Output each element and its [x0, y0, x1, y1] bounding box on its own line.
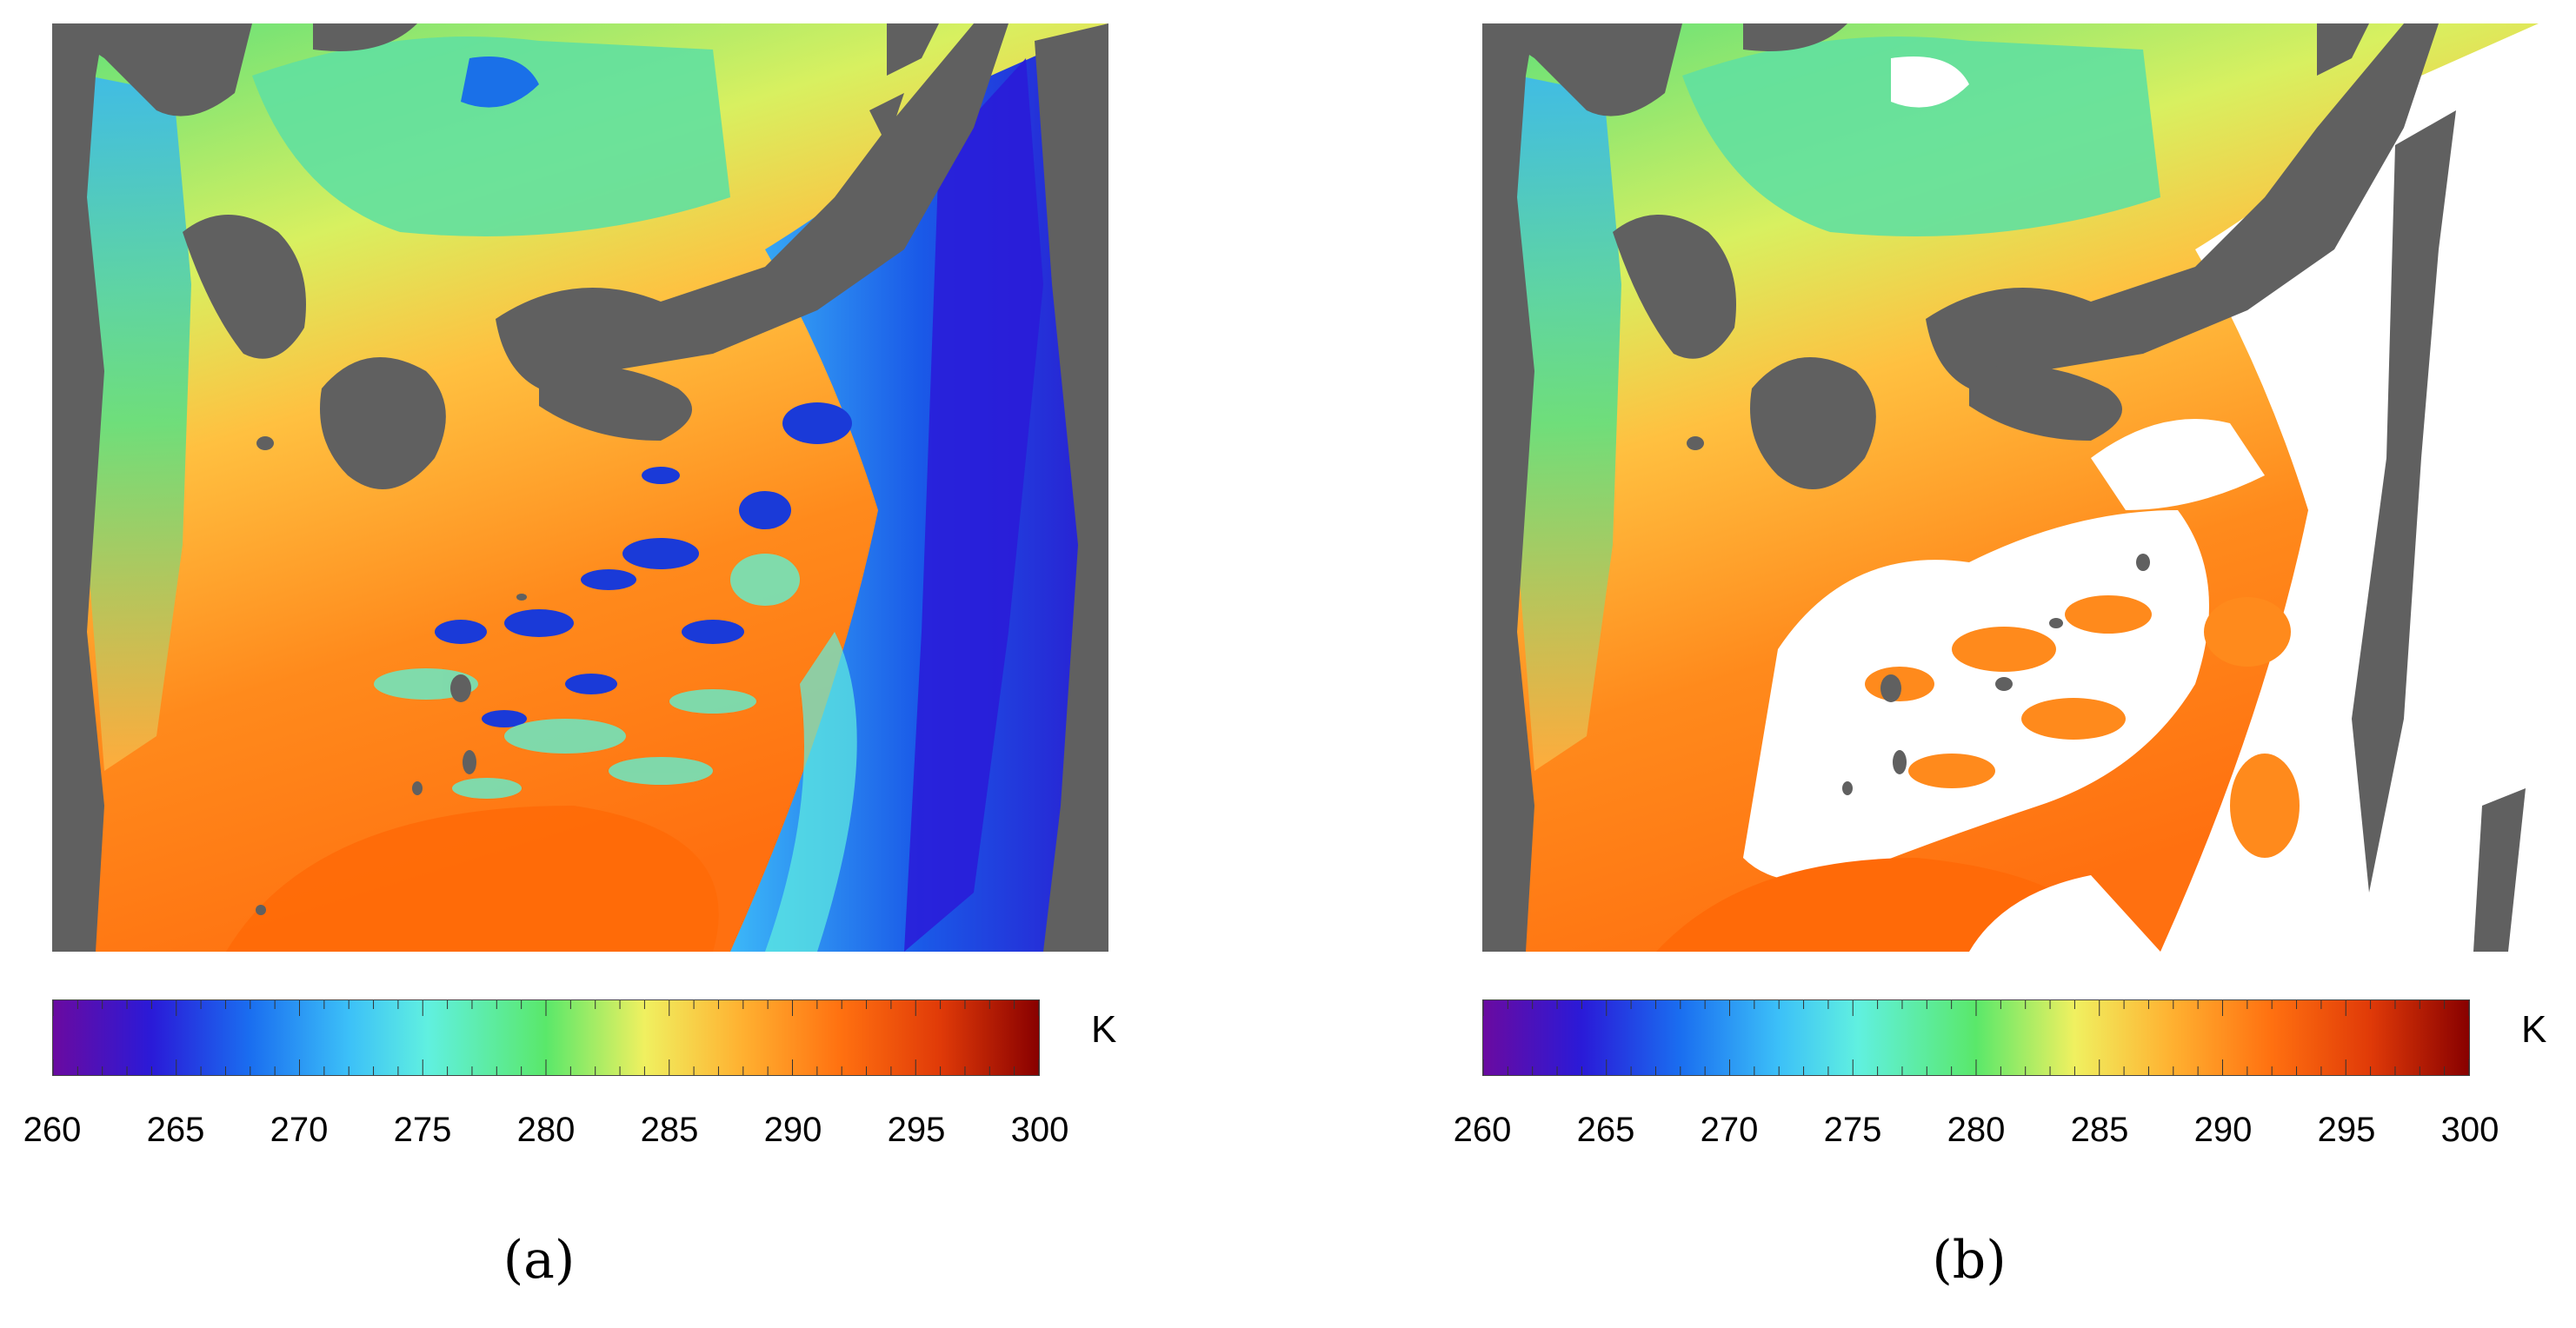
- map-image-a: [52, 23, 1108, 952]
- colorbar-tick-label: 300: [2440, 1111, 2499, 1149]
- colorbar-tick-label: 280: [1947, 1111, 2006, 1149]
- colorbar-tick-label: 285: [640, 1111, 699, 1149]
- map-image-b: [1482, 23, 2539, 952]
- colorbar-tick-label: 260: [23, 1111, 82, 1149]
- colorbar-tick-label: 295: [2317, 1111, 2376, 1149]
- panel-b: K (b) 260 265 270 275 280 285 290 295 300: [1454, 0, 2576, 1328]
- panel-label-b: (b): [1932, 1230, 2007, 1291]
- panel-label-a: (a): [503, 1230, 576, 1291]
- colorbar-tick-label: 290: [763, 1111, 822, 1149]
- colorbar-tick-label: 280: [516, 1111, 576, 1149]
- colorbar-tick-label: 275: [1823, 1111, 1882, 1149]
- colorbar-tick-label: 290: [2193, 1111, 2253, 1149]
- colorbar-unit-a: K: [1091, 1008, 1117, 1051]
- colorbar-tick-label: 275: [393, 1111, 452, 1149]
- colorbar-tick-label: 265: [146, 1111, 205, 1149]
- colorbar-tick-label: 285: [2070, 1111, 2129, 1149]
- colorbar-b: [1482, 999, 2470, 1076]
- colorbar-a: [52, 999, 1040, 1076]
- panel-a: K (a) 260 265 270 275 280 285 290 295 300: [23, 0, 1182, 1328]
- colorbar-tick-label: 295: [887, 1111, 946, 1149]
- colorbar-tick-label: 270: [1700, 1111, 1759, 1149]
- colorbar-tick-label: 265: [1576, 1111, 1635, 1149]
- colorbar-tick-label: 270: [270, 1111, 329, 1149]
- colorbar-tick-label: 260: [1453, 1111, 1512, 1149]
- sst-map-a: [52, 23, 1108, 952]
- colorbar-unit-b: K: [2521, 1008, 2547, 1051]
- sst-map-b: [1482, 23, 2539, 952]
- colorbar-tick-label: 300: [1010, 1111, 1069, 1149]
